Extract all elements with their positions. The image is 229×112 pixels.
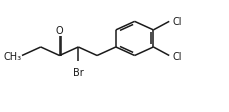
Text: Cl: Cl [172, 51, 182, 61]
Text: Br: Br [73, 68, 83, 78]
Text: CH₃: CH₃ [3, 51, 21, 61]
Text: O: O [55, 26, 63, 36]
Text: Cl: Cl [172, 17, 182, 27]
